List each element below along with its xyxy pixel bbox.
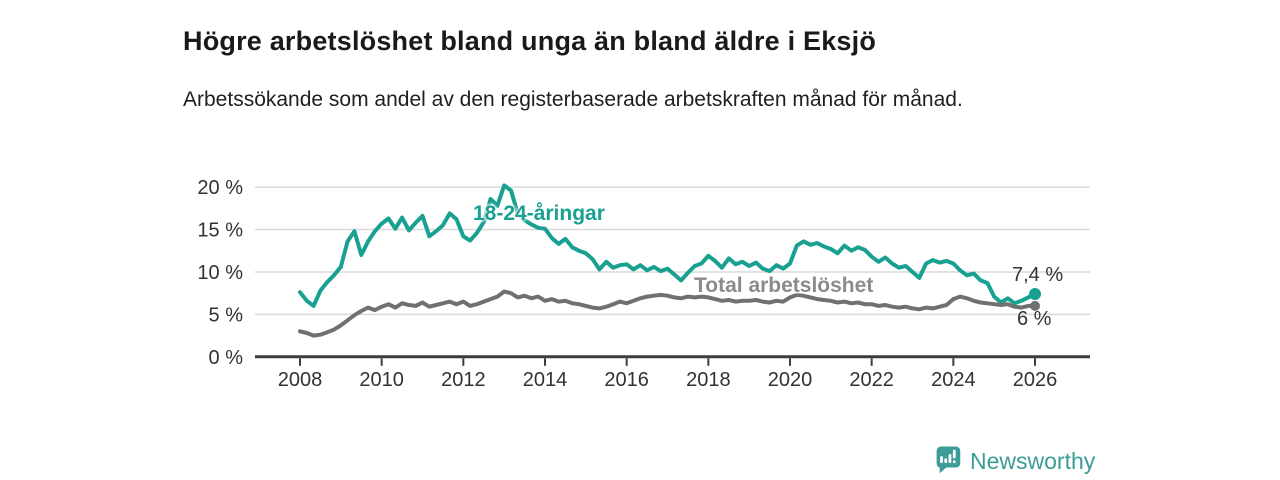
x-axis-tick-label: 2024 <box>931 369 976 391</box>
newsworthy-bubble-chart-icon <box>936 446 961 474</box>
y-axis-tick-label: 0 % <box>209 347 244 369</box>
y-axis-tick-label: 15 % <box>197 220 243 242</box>
x-axis-tick-label: 2026 <box>1013 369 1058 391</box>
series-label-total: Total arbetslöshet <box>694 274 874 297</box>
x-axis-tick-label: 2018 <box>686 369 731 391</box>
x-axis-tick-label: 2016 <box>604 369 649 391</box>
x-axis-tick-label: 2014 <box>523 369 568 391</box>
chart-title: Högre arbetslöshet bland unga än bland ä… <box>183 26 877 57</box>
newsworthy-brand-link[interactable]: Newsworthy <box>934 444 1095 477</box>
x-axis-tick-label: 2010 <box>359 369 404 391</box>
end-value-label-total: 6 % <box>1017 308 1052 330</box>
series-end-dot-total <box>1030 300 1040 311</box>
x-axis-tick-label: 2008 <box>278 369 323 391</box>
series-label-young: 18-24-åringar <box>473 202 605 225</box>
x-axis-tick-label: 2020 <box>768 369 813 391</box>
series-line-total <box>298 289 1037 338</box>
end-value-label-young: 7,4 % <box>1012 264 1064 286</box>
series-end-dot-young <box>1029 288 1041 301</box>
x-axis-tick-label: 2022 <box>849 369 894 391</box>
y-axis-tick-label: 5 % <box>209 304 244 326</box>
newsworthy-brand-name: Newsworthy <box>970 447 1096 474</box>
x-axis-tick-label: 2012 <box>441 369 486 391</box>
y-axis-tick-label: 10 % <box>197 262 243 284</box>
y-axis-tick-label: 20 % <box>197 177 243 199</box>
chart-subtitle: Arbetssökande som andel av den registerb… <box>183 88 963 111</box>
series-line-young <box>298 183 1037 308</box>
